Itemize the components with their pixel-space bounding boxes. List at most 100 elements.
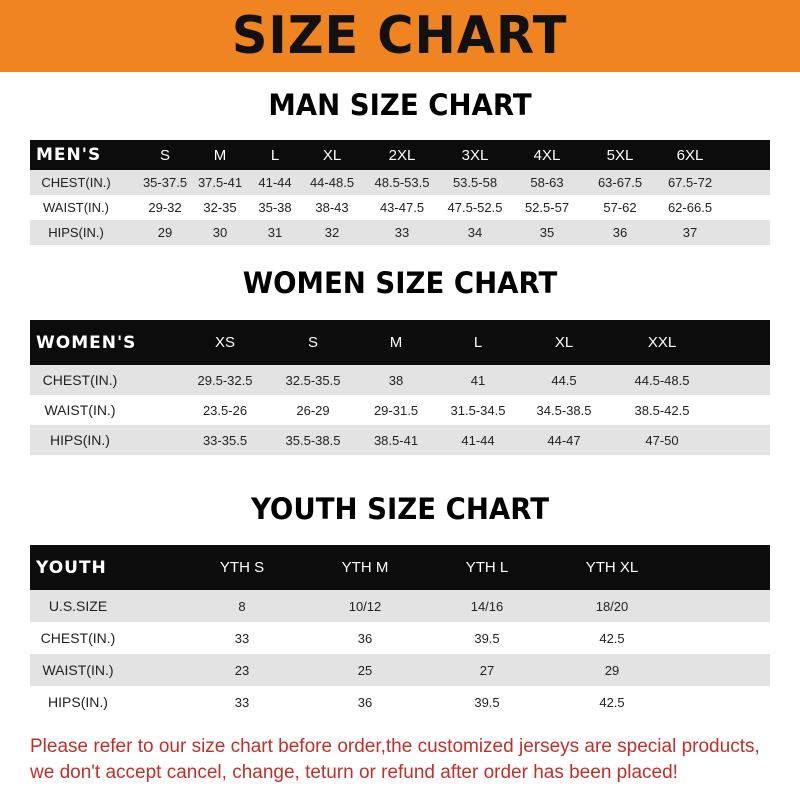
table-cell: 23.5-26: [202, 402, 248, 418]
row-label: HIPS(IN.): [48, 225, 104, 240]
size-header: M: [389, 334, 403, 351]
table-row: HIPS(IN.) 29 30 31 32 33 34 35 36 37: [30, 220, 770, 245]
table-cell: 36: [612, 225, 628, 240]
size-header: M: [213, 146, 227, 164]
table-cell: 37: [682, 225, 698, 240]
size-header: S: [307, 334, 319, 351]
table-cell: 29.5-32.5: [197, 372, 253, 388]
women-chart-title: WOMEN SIZE CHART: [242, 266, 558, 300]
size-header: YTH M: [341, 559, 389, 576]
table-cell: 48.5-53.5: [374, 175, 430, 190]
table-cell: 33-35.5: [202, 432, 248, 448]
table-cell: 41-44: [258, 175, 292, 190]
table-row: HIPS(IN.) 33 36 39.5 42.5: [30, 686, 770, 718]
table-cell: 67.5-72: [667, 175, 713, 190]
table-cell: 32.5-35.5: [285, 372, 341, 388]
table-header-row: WOMEN'S XS S M L XL XXL: [30, 320, 770, 365]
table-cell: 31.5-34.5: [450, 402, 506, 418]
table-cell: 27: [479, 662, 495, 678]
table-cell: 41: [470, 372, 486, 388]
table-cell: 33: [234, 630, 250, 646]
table-cell: 63-67.5: [597, 175, 643, 190]
table-cell: 18/20: [595, 598, 629, 614]
size-header: 4XL: [533, 146, 561, 164]
table-cell: 44-47: [547, 432, 581, 448]
table-cell: 42.5: [599, 630, 625, 646]
table-row: CHEST(IN.) 33 36 39.5 42.5: [30, 622, 770, 654]
table-cell: 35-38: [258, 200, 292, 215]
table-cell: 44.5: [551, 372, 577, 388]
table-title-cell: MEN'S: [36, 145, 102, 165]
table-cell: 38.5-41: [373, 432, 419, 448]
table-cell: 30: [212, 225, 228, 240]
table-cell: 31: [267, 225, 283, 240]
table-title-cell: YOUTH: [36, 557, 107, 578]
table-cell: 32-35: [203, 200, 237, 215]
table-cell: 8: [238, 598, 246, 614]
size-header: 2XL: [388, 146, 416, 164]
size-header: S: [159, 146, 171, 164]
table-cell: 33: [394, 225, 410, 240]
size-header: XS: [214, 334, 236, 351]
men-size-table: MEN'S S M L XL 2XL 3XL 4XL 5XL 6XL CHEST(IN.) 35-37…: [30, 140, 770, 245]
table-cell: 26-29: [296, 402, 330, 418]
table-cell: 29-32: [148, 200, 182, 215]
table-cell: 35: [539, 225, 555, 240]
table-cell: 14/16: [470, 598, 504, 614]
table-row: U.S.SIZE 8 10/12 14/16 18/20: [30, 590, 770, 622]
table-cell: 35.5-38.5: [285, 432, 341, 448]
table-cell: 62-66.5: [667, 200, 713, 215]
table-cell: 41-44: [461, 432, 495, 448]
table-cell: 34.5-38.5: [536, 402, 592, 418]
size-header: XXL: [647, 334, 677, 351]
table-cell: 10/12: [348, 598, 382, 614]
table-cell: 36: [357, 694, 373, 710]
table-cell: 29: [604, 662, 620, 678]
men-chart-title: MAN SIZE CHART: [268, 88, 532, 122]
table-cell: 36: [357, 630, 373, 646]
row-label: U.S.SIZE: [48, 598, 108, 614]
banner: SIZE CHART: [0, 0, 800, 72]
row-label: CHEST(IN.): [42, 372, 118, 388]
size-header: XL: [322, 146, 342, 164]
table-cell: 35-37.5: [142, 175, 188, 190]
size-header: 6XL: [676, 146, 704, 164]
table-cell: 38-43: [315, 200, 349, 215]
table-cell: 23: [234, 662, 250, 678]
row-label: WAIST(IN.): [44, 402, 116, 418]
size-header: XL: [554, 334, 574, 351]
size-header: 5XL: [606, 146, 634, 164]
table-cell: 38: [388, 372, 404, 388]
size-header: L: [270, 146, 280, 164]
size-header: YTH XL: [585, 559, 639, 576]
row-label: WAIST(IN.): [42, 662, 114, 678]
size-header: YTH L: [465, 559, 509, 576]
table-cell: 58-63: [530, 175, 564, 190]
size-header: 3XL: [461, 146, 489, 164]
youth-size-table: YOUTH YTH S YTH M YTH L YTH XL U.S.SIZE 8 10/12…: [30, 545, 770, 718]
table-row: WAIST(IN.) 23 25 27 29: [30, 654, 770, 686]
table-cell: 37.5-41: [197, 175, 243, 190]
row-label: HIPS(IN.): [48, 694, 108, 710]
table-cell: 44.5-48.5: [634, 372, 690, 388]
table-cell: 39.5: [474, 630, 500, 646]
table-row: HIPS(IN.) 33-35.5 35.5-38.5 38.5-41 41-44 44-…: [30, 425, 770, 455]
table-cell: 47-50: [645, 432, 679, 448]
table-cell: 42.5: [599, 694, 625, 710]
table-title-cell: WOMEN'S: [36, 332, 137, 353]
table-row: WAIST(IN.) 29-32 32-35 35-38 38-43 43-47.5 47.…: [30, 195, 770, 220]
table-cell: 57-62: [603, 200, 637, 215]
table-cell: 29: [157, 225, 173, 240]
row-label: HIPS(IN.): [50, 432, 110, 448]
youth-chart-title: YOUTH SIZE CHART: [250, 492, 550, 526]
size-header: L: [473, 334, 483, 351]
table-cell: 29-31.5: [373, 402, 419, 418]
table-cell: 53.5-58: [452, 175, 498, 190]
table-cell: 47.5-52.5: [447, 200, 503, 215]
table-cell: 34: [467, 225, 483, 240]
table-cell: 32: [324, 225, 340, 240]
row-label: CHEST(IN.): [40, 630, 116, 646]
order-notice: Please refer to our size chart before or…: [30, 736, 760, 783]
row-label: WAIST(IN.): [43, 200, 109, 215]
table-row: CHEST(IN.) 29.5-32.5 32.5-35.5 38 41 44.5 44.5…: [30, 365, 770, 395]
